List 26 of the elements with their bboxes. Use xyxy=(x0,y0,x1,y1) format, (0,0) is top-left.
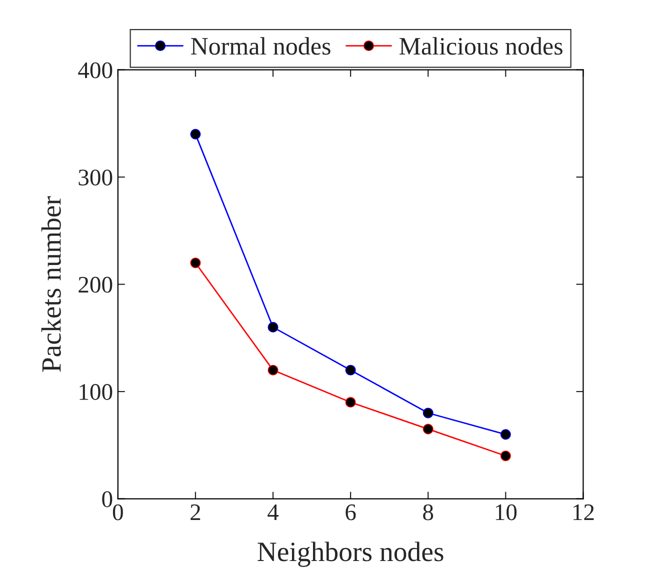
point xyxy=(500,429,511,440)
y-axis-title: Packets number xyxy=(41,196,61,372)
point xyxy=(422,408,434,418)
point xyxy=(422,424,434,434)
x-tick-label: 10 xyxy=(496,504,517,520)
point xyxy=(345,396,356,408)
legend-label: Malicious nodes xyxy=(399,37,562,55)
y-tick-label: 300 xyxy=(78,170,112,186)
y-tick-label: 400 xyxy=(78,62,112,78)
x-tick-label: 0 xyxy=(112,504,123,520)
y-tick-label: 0 xyxy=(102,491,112,508)
y-tick-label: 100 xyxy=(80,384,112,400)
point xyxy=(268,322,278,332)
x-tick-label: 8 xyxy=(423,504,434,520)
x-tick-label: 6 xyxy=(346,504,356,520)
point xyxy=(500,450,511,462)
x-tick-label: 12 xyxy=(573,504,594,520)
x-tick-label: 4 xyxy=(268,504,279,520)
point xyxy=(345,364,356,376)
point xyxy=(190,128,201,140)
x-tick-label: 2 xyxy=(190,504,200,520)
x-axis-title: Neighbors nodes xyxy=(258,542,444,567)
point xyxy=(268,364,278,376)
legend-label: Normal nodes xyxy=(191,37,330,55)
y-tick-label: 200 xyxy=(78,276,112,293)
point xyxy=(190,258,201,268)
